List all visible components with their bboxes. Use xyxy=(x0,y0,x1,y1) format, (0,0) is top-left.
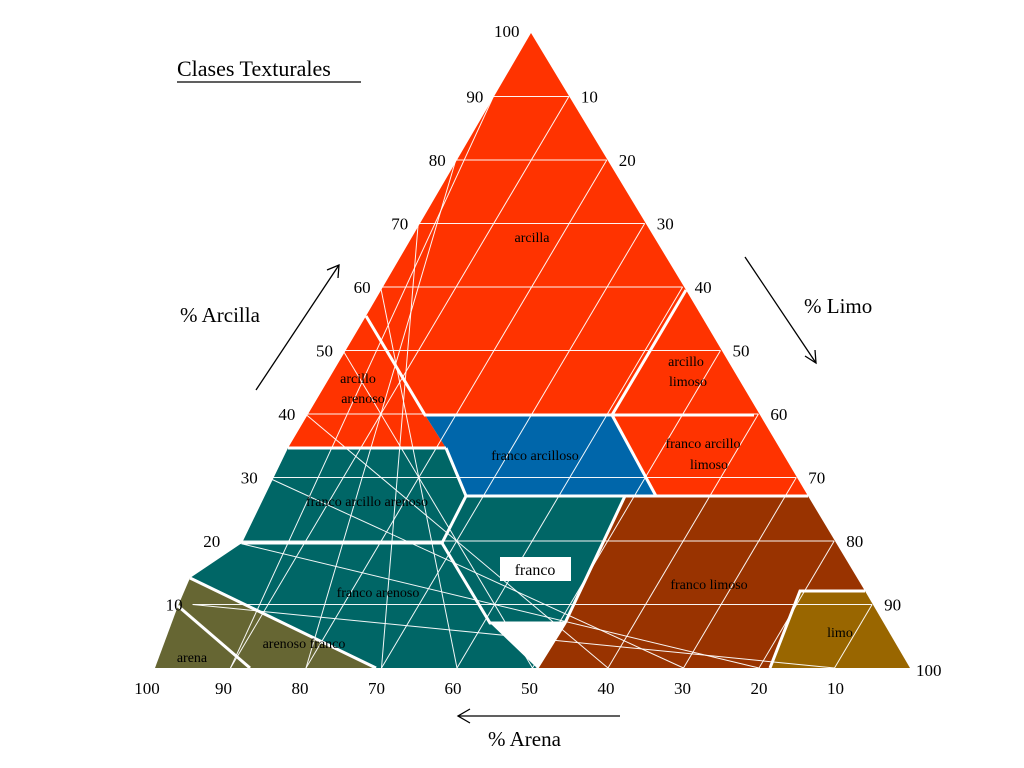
silt-axis-ticks: 90 80 70 60 50 40 30 20 10 100 xyxy=(581,88,942,681)
region-labels: arcilla arcillo arenoso arcillo limoso f… xyxy=(177,231,853,666)
label-arcillo-arenoso-2: arenoso xyxy=(341,392,385,407)
label-franco-arenoso: franco arenoso xyxy=(337,586,420,601)
silt-tick: 100 xyxy=(916,661,942,680)
silt-axis-arrow xyxy=(744,256,817,365)
grid-line xyxy=(683,477,797,669)
boundary-clay xyxy=(364,289,688,417)
label-arcillo-limoso-2: limoso xyxy=(669,375,707,390)
sand-tick: 80 xyxy=(292,679,309,698)
silt-tick: 50 xyxy=(733,342,750,361)
sand-axis-arrow xyxy=(456,708,620,724)
grid-line xyxy=(758,540,835,669)
label-franco-arcilloso: franco arcilloso xyxy=(491,449,578,464)
sand-tick: 30 xyxy=(674,679,691,698)
region-franco-limoso xyxy=(537,496,865,668)
boundary-loam-bottom xyxy=(440,542,565,625)
sand-tick: 90 xyxy=(215,679,232,698)
clay-tick: 60 xyxy=(354,278,371,297)
grid-line xyxy=(342,350,533,669)
silt-axis-title: % Limo xyxy=(804,294,872,318)
clay-tick: 70 xyxy=(391,215,408,234)
label-franco-limoso: franco limoso xyxy=(670,578,747,593)
sand-tick: 60 xyxy=(445,679,462,698)
grid-line xyxy=(834,604,873,669)
clay-tick: 80 xyxy=(429,151,446,170)
grid-line xyxy=(532,350,721,669)
grid-line xyxy=(381,223,646,669)
label-arcillo-arenoso-1: arcillo xyxy=(340,372,376,387)
label-arcillo-limoso-1: arcillo xyxy=(668,355,704,370)
grid-line xyxy=(230,96,494,669)
boundary-silt xyxy=(768,589,865,669)
clay-tick: 90 xyxy=(466,88,483,107)
silt-tick: 90 xyxy=(884,596,901,615)
sand-tick: 100 xyxy=(134,679,160,698)
region-arena xyxy=(155,606,250,668)
silt-tick: 70 xyxy=(808,469,825,488)
grid-line xyxy=(305,159,457,669)
grid-line xyxy=(607,413,759,669)
sand-axis-title: % Arena xyxy=(488,727,562,751)
region-limo xyxy=(770,591,910,668)
label-franco-box xyxy=(500,557,571,581)
chart-title: Clases Texturales xyxy=(177,56,331,81)
clay-tick: 20 xyxy=(203,532,220,551)
label-franco-arcillo-limoso-2: limoso xyxy=(690,458,728,473)
sand-tick: 20 xyxy=(751,679,768,698)
sand-tick: 50 xyxy=(521,679,538,698)
clay-tick-100: 100 xyxy=(494,22,520,41)
silt-tick: 80 xyxy=(846,532,863,551)
boundary-sand xyxy=(177,604,251,670)
sand-tick: 40 xyxy=(598,679,615,698)
grid-line xyxy=(381,223,419,669)
label-arcilla: arcilla xyxy=(515,231,551,246)
grid-line xyxy=(380,286,458,669)
region-franco-arcillo-arenoso xyxy=(242,448,466,543)
boundary-sandy xyxy=(189,576,377,670)
label-franco-arcillo-arenoso: franco arcillo arenoso xyxy=(306,495,428,510)
label-arena: arena xyxy=(177,651,208,666)
sand-tick: 10 xyxy=(827,679,844,698)
clay-axis-arrow xyxy=(255,263,340,391)
region-boundaries xyxy=(177,289,865,670)
silt-tick: 30 xyxy=(657,215,674,234)
silt-tick: 40 xyxy=(695,278,712,297)
silt-tick: 10 xyxy=(581,88,598,107)
clay-tick: 40 xyxy=(278,405,295,424)
label-limo: limo xyxy=(827,626,853,641)
clay-tick: 10 xyxy=(166,596,183,615)
clay-tick: 50 xyxy=(316,342,333,361)
label-arenoso-franco: arenoso franco xyxy=(263,637,346,652)
label-franco: franco xyxy=(515,562,556,579)
region-franco-arcilloso xyxy=(425,415,656,496)
clay-axis-ticks: 10 20 30 40 50 60 70 80 90 xyxy=(166,88,484,615)
clay-axis-title: % Arcilla xyxy=(180,303,261,327)
region-franco-arcillo-limoso xyxy=(612,415,808,496)
label-franco-arcillo-limoso-1: franco arcillo xyxy=(665,437,740,452)
sand-tick: 70 xyxy=(368,679,385,698)
silt-tick: 20 xyxy=(619,151,636,170)
silt-tick: 60 xyxy=(770,405,787,424)
boundary-silt-loam xyxy=(535,494,808,669)
clay-tick: 30 xyxy=(241,469,258,488)
sand-axis-ticks: 100 90 80 70 60 50 40 30 20 10 xyxy=(134,679,844,698)
